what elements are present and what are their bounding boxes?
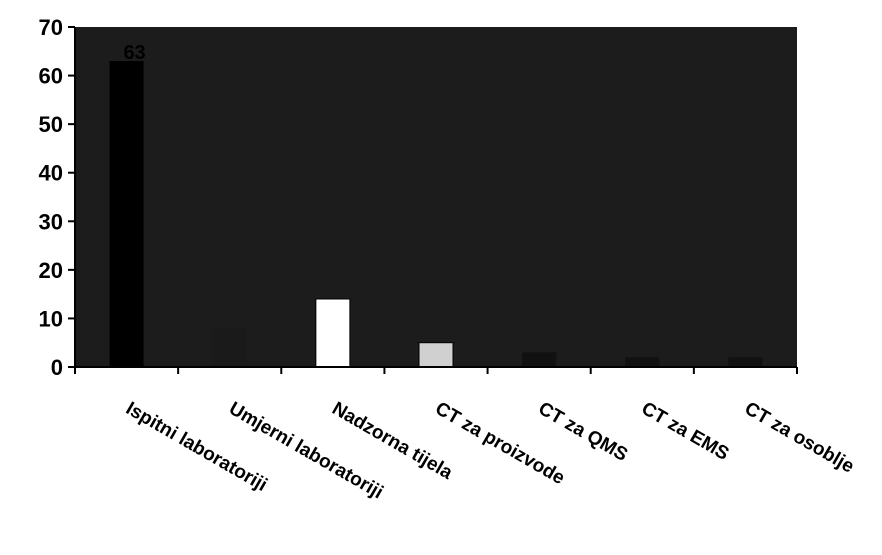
data-labels-group: 63 <box>123 42 145 64</box>
x-category-label-5: CT za QMS <box>535 398 631 466</box>
bars-group <box>109 61 763 368</box>
bar-3 <box>315 298 351 368</box>
x-category-label-6: CT za EMS <box>638 398 733 465</box>
y-tick-label-60: 60 <box>39 64 63 89</box>
plot-area <box>75 27 797 367</box>
y-tick-label-0: 0 <box>51 355 63 380</box>
y-tick-label-30: 30 <box>39 209 63 234</box>
x-category-label-7: CT za osoblje <box>741 398 858 477</box>
y-tick-label-50: 50 <box>39 112 63 137</box>
bar-1 <box>109 61 144 367</box>
y-tick-label-10: 10 <box>39 306 63 331</box>
bar-7 <box>728 357 763 367</box>
bar-4 <box>418 342 454 368</box>
y-axis-ticks: 0 10 20 30 40 50 60 70 <box>39 15 75 380</box>
bar-2 <box>212 328 247 367</box>
data-label-1: 63 <box>123 42 145 64</box>
y-tick-label-20: 20 <box>39 258 63 283</box>
bar-5 <box>522 352 557 367</box>
bar-6 <box>625 357 660 367</box>
y-tick-label-40: 40 <box>39 161 63 186</box>
y-tick-label-70: 70 <box>39 15 63 40</box>
